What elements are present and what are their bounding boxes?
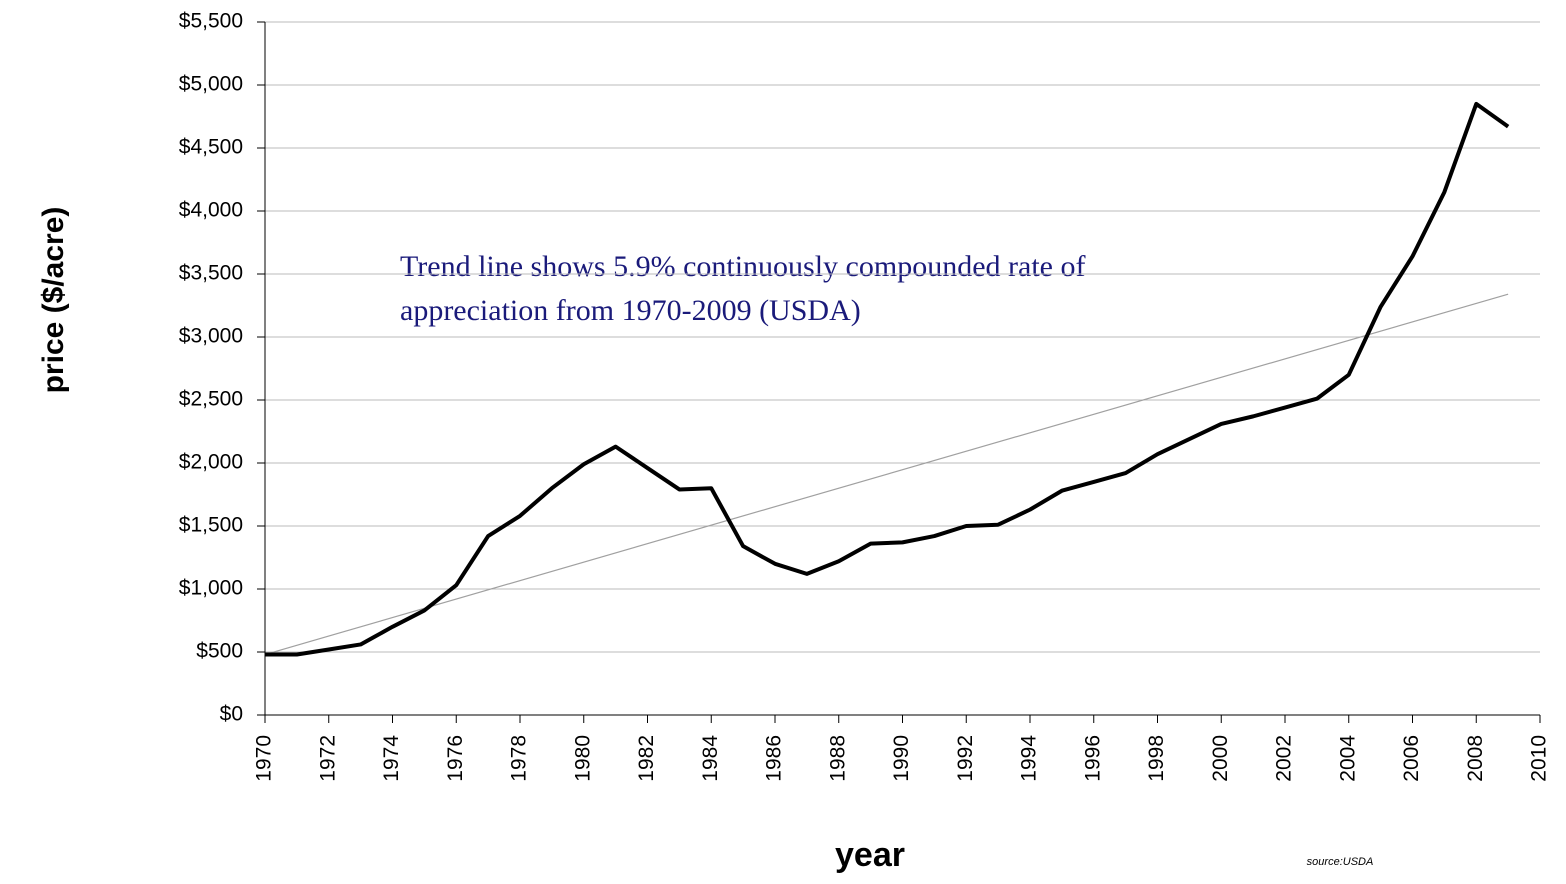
x-tick-label: 1980 bbox=[571, 735, 594, 782]
y-tick-label: $5,500 bbox=[179, 10, 243, 33]
x-tick-label: 2006 bbox=[1400, 735, 1423, 782]
y-tick-label: $1,500 bbox=[179, 514, 243, 537]
x-axis-label: year bbox=[835, 836, 905, 874]
x-tick-label: 2002 bbox=[1273, 735, 1296, 782]
annotation: appreciation from 1970-2009 (USDA) bbox=[400, 294, 861, 327]
x-tick-label: 1970 bbox=[253, 735, 276, 782]
y-tick-label: $1,000 bbox=[179, 577, 243, 600]
x-tick-label: 1994 bbox=[1018, 735, 1041, 782]
source-note: source:USDA bbox=[1307, 856, 1374, 868]
y-tick-label: $3,500 bbox=[179, 262, 243, 285]
x-tick-label: 1998 bbox=[1145, 735, 1168, 782]
x-tick-label: 2000 bbox=[1209, 735, 1232, 782]
x-tick-label: 1990 bbox=[890, 735, 913, 782]
annotation: Trend line shows 5.9% continuously compo… bbox=[400, 250, 1085, 283]
x-tick-label: 1986 bbox=[763, 735, 786, 782]
x-tick-label: 1976 bbox=[444, 735, 467, 782]
x-tick-label: 1978 bbox=[508, 735, 531, 782]
y-tick-label: $3,000 bbox=[179, 325, 243, 348]
x-tick-label: 1974 bbox=[380, 735, 403, 782]
x-tick-label: 1984 bbox=[699, 735, 722, 782]
y-axis-label: price ($/acre) bbox=[37, 207, 70, 394]
y-tick-label: $5,000 bbox=[179, 73, 243, 96]
x-tick-label: 1996 bbox=[1081, 735, 1104, 782]
y-tick-label: $2,500 bbox=[179, 388, 243, 411]
y-tick-label: $0 bbox=[220, 703, 243, 726]
y-tick-label: $4,000 bbox=[179, 199, 243, 222]
x-tick-label: 2008 bbox=[1464, 735, 1487, 782]
data-line bbox=[265, 101, 1510, 657]
x-tick-label: 2004 bbox=[1336, 735, 1359, 782]
x-tick-label: 1988 bbox=[826, 735, 849, 782]
x-tick-label: 1992 bbox=[954, 735, 977, 782]
y-tick-label: $500 bbox=[196, 640, 243, 663]
x-tick-label: 1972 bbox=[316, 735, 339, 782]
trend-line bbox=[264, 293, 1509, 656]
y-tick-label: $2,000 bbox=[179, 451, 243, 474]
x-tick-label: 2010 bbox=[1528, 735, 1551, 782]
y-tick-label: $4,500 bbox=[179, 136, 243, 159]
x-tick-label: 1982 bbox=[635, 735, 658, 782]
